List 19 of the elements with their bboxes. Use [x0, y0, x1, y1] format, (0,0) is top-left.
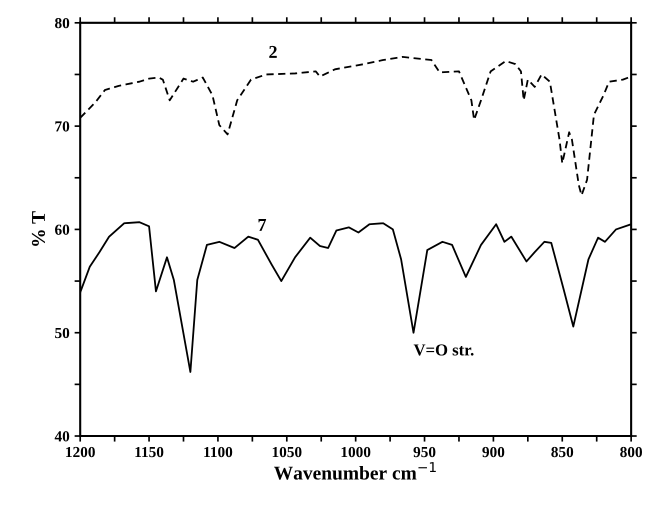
x-tick-label: 1050 [272, 446, 302, 458]
series-label: 7 [258, 219, 266, 231]
series-label: 2 [269, 46, 277, 58]
x-tick-label: 1200 [66, 446, 95, 458]
x-tick-label: 1000 [342, 446, 370, 458]
y-tick-label: 70 [55, 121, 70, 132]
y-tick-label: 40 [54, 431, 70, 442]
x-axis-title: Wavenumber cm$^{−1}$ [274, 462, 436, 480]
x-tick-label: 800 [620, 446, 642, 458]
x-tick-label: 900 [482, 446, 504, 458]
y-tick-label: 80 [55, 18, 70, 28]
y-tick-label: 50 [55, 328, 70, 338]
y-axis-title: % T [32, 211, 46, 246]
y-tick-label: 60 [55, 224, 70, 235]
x-tick-label: 1150 [135, 446, 164, 458]
x-tick-label: 850 [551, 446, 574, 458]
x-tick-label: 950 [413, 446, 436, 458]
annotation: V=O str. [414, 344, 474, 356]
x-tick-label: 1100 [204, 446, 232, 458]
